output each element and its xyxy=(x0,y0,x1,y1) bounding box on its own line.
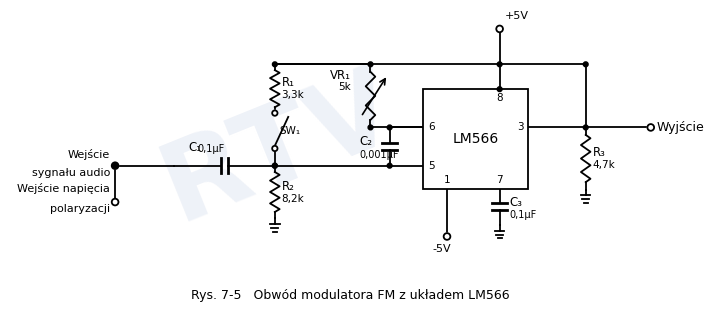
Text: 1: 1 xyxy=(444,175,450,185)
Circle shape xyxy=(112,199,118,205)
Circle shape xyxy=(368,62,373,67)
Circle shape xyxy=(387,125,392,130)
Circle shape xyxy=(444,233,450,240)
Text: C₁: C₁ xyxy=(189,141,202,154)
Text: R₃: R₃ xyxy=(593,146,605,159)
Text: 7: 7 xyxy=(496,175,503,185)
Circle shape xyxy=(647,124,654,131)
Text: Wyjście: Wyjście xyxy=(657,121,704,134)
Text: VR₁: VR₁ xyxy=(330,69,352,82)
Circle shape xyxy=(496,25,503,32)
Text: 3,3k: 3,3k xyxy=(281,90,304,100)
Text: RTV: RTV xyxy=(147,53,412,244)
Text: 4,7k: 4,7k xyxy=(593,160,615,170)
Circle shape xyxy=(584,125,588,130)
Circle shape xyxy=(112,162,118,169)
Circle shape xyxy=(387,163,392,168)
Circle shape xyxy=(272,163,277,168)
Text: polaryzacji: polaryzacji xyxy=(50,204,111,214)
Text: 8,2k: 8,2k xyxy=(281,194,304,204)
Text: 0,001μF: 0,001μF xyxy=(359,150,398,160)
Circle shape xyxy=(113,163,118,168)
Text: SW₁: SW₁ xyxy=(279,126,301,136)
Text: C₃: C₃ xyxy=(509,196,523,209)
Text: 0,1μF: 0,1μF xyxy=(509,211,537,220)
Text: sygnału audio: sygnału audio xyxy=(32,168,111,178)
Text: Rys. 7-5   Obwód modulatora FM z układem LM566: Rys. 7-5 Obwód modulatora FM z układem L… xyxy=(191,288,510,301)
Circle shape xyxy=(497,87,502,92)
Circle shape xyxy=(272,146,277,151)
Text: 3: 3 xyxy=(517,122,523,132)
Circle shape xyxy=(584,62,588,67)
Text: -5V: -5V xyxy=(433,244,452,254)
Text: 6: 6 xyxy=(428,122,435,132)
Text: 0,1μF: 0,1μF xyxy=(197,144,225,154)
Text: Wejście: Wejście xyxy=(68,149,111,160)
Text: LM566: LM566 xyxy=(452,132,499,146)
Circle shape xyxy=(272,110,277,116)
Circle shape xyxy=(272,62,277,67)
Circle shape xyxy=(272,163,277,168)
Bar xyxy=(423,89,528,189)
Text: 5k: 5k xyxy=(339,81,352,92)
Circle shape xyxy=(368,125,373,130)
Text: +5V: +5V xyxy=(504,11,528,21)
Text: Wejście napięcia: Wejście napięcia xyxy=(18,183,111,194)
Text: R₂: R₂ xyxy=(281,180,294,193)
Text: 5: 5 xyxy=(428,161,435,171)
Text: R₁: R₁ xyxy=(281,76,294,89)
Text: 8: 8 xyxy=(496,93,503,103)
Text: C₂: C₂ xyxy=(359,135,372,148)
Circle shape xyxy=(497,62,502,67)
